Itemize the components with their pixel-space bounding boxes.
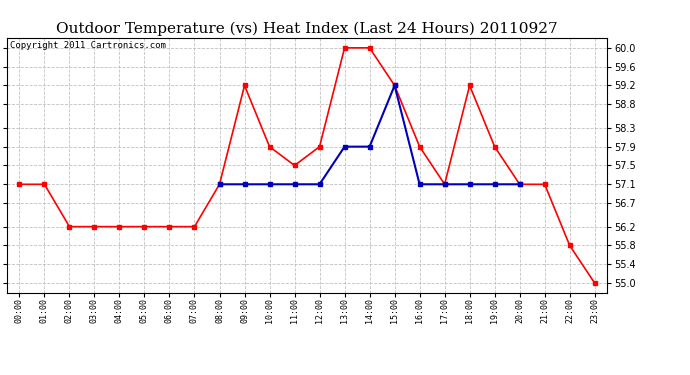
Text: Copyright 2011 Cartronics.com: Copyright 2011 Cartronics.com [10,41,166,50]
Title: Outdoor Temperature (vs) Heat Index (Last 24 Hours) 20110927: Outdoor Temperature (vs) Heat Index (Las… [57,22,558,36]
